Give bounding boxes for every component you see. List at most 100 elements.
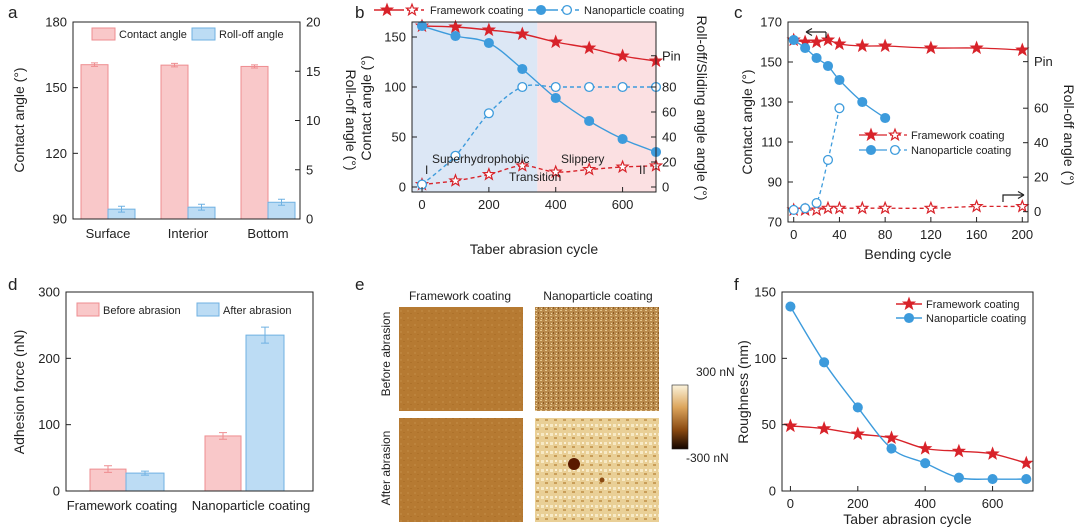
error-bar: [219, 432, 227, 440]
panel-a-x-category: Bottom: [247, 226, 288, 241]
data-point: [1015, 42, 1030, 57]
data-point: [820, 200, 836, 215]
panel-d-y-tick-label: 100: [38, 417, 60, 432]
legend-label: Before abrasion: [103, 305, 181, 317]
panel-label-a: a: [8, 3, 18, 22]
data-point: [481, 22, 496, 37]
data-point: [1015, 198, 1030, 213]
data-point: [448, 19, 463, 34]
data-point: [855, 200, 870, 215]
panel-c-y2-tick-label: Pin: [1034, 54, 1053, 69]
data-point: [481, 167, 496, 181]
data-point: [985, 446, 1000, 460]
error-bar: [141, 470, 149, 476]
data-point: [582, 40, 597, 55]
panel-f-plot-frame: [781, 291, 1034, 492]
data-point: [857, 96, 868, 108]
afm-map-framework-before: [399, 307, 523, 411]
annotation-superhydrophobic: Superhydrophobic: [432, 152, 529, 166]
annotation-transition: Transition: [509, 170, 561, 184]
afm-color-scale-bar: [671, 384, 689, 450]
panel-label-b: b: [355, 3, 364, 22]
panel-a-y2-axis-label: Roll-off angle (°): [343, 69, 359, 170]
data-point: [517, 81, 528, 93]
data-point: [878, 200, 893, 215]
data-point: [1021, 474, 1032, 485]
error-bar: [198, 203, 205, 211]
legend-marker: [535, 4, 547, 16]
data-point: [832, 36, 847, 51]
data-point: [951, 443, 966, 458]
data-point: [584, 81, 595, 93]
data-point: [584, 115, 595, 127]
data-point: [788, 34, 799, 46]
data-point: [450, 30, 461, 42]
panel-a-y2-tick-label: 5: [306, 162, 313, 177]
panel-b-x-axis-label: Taber abrasion cycle: [470, 241, 599, 257]
panel-c-y-tick-label: 90: [768, 175, 782, 190]
data-point: [953, 472, 964, 483]
legend-marker: [889, 144, 901, 156]
data-point: [969, 199, 984, 213]
legend-marker: [404, 2, 420, 17]
error-bar: [118, 205, 125, 213]
panel-a-y2-tick-label: 15: [306, 64, 320, 79]
data-point: [855, 38, 870, 53]
panel-c-x-axis-label: Bending cycle: [864, 246, 951, 262]
data-point: [450, 150, 461, 161]
data-point: [617, 133, 628, 145]
legend-label: Roll-off angle: [219, 29, 284, 41]
data-point: [483, 37, 494, 49]
error-bar: [104, 465, 112, 473]
error-bar: [251, 64, 258, 69]
panel-b-plot-frame: [411, 21, 657, 193]
panel-b-x-tick-label: 400: [545, 197, 567, 212]
panel-label-e: e: [355, 275, 364, 294]
data-point: [783, 418, 798, 433]
data-point: [617, 81, 628, 93]
panel-c-x-tick-label: 120: [920, 227, 942, 242]
bar-contact-angle: [160, 64, 189, 220]
legend-marker: [379, 2, 395, 17]
data-point: [548, 34, 563, 49]
panel-label-f: f: [734, 275, 739, 294]
panel-f-x-tick-label: 0: [787, 496, 794, 511]
data-point: [550, 81, 561, 93]
data-point: [615, 48, 630, 63]
series-line: [793, 39, 1023, 51]
legend-marker: [903, 312, 915, 324]
panel-d-y-axis-label: Adhesion force (nN): [11, 330, 27, 455]
legend-marker: [901, 296, 917, 311]
bar-after-abrasion: [245, 334, 285, 492]
afm-map-nanoparticle-before: [535, 307, 659, 411]
data-point: [834, 74, 845, 86]
data-point: [548, 164, 563, 179]
right-axis-arrow-icon: [1002, 190, 1025, 202]
panel-a-y-axis-label: Contact angle (°): [11, 67, 27, 172]
annotation-slippery: Slippery: [561, 152, 604, 166]
data-point: [822, 60, 834, 72]
data-point: [582, 162, 597, 176]
panel-c-plot-frame: [787, 21, 1029, 223]
panel-c-y-tick-label: 110: [761, 135, 782, 150]
panel-f: 0 200 400 600 0 50 100 150 Taber abrasion cycle R…: [735, 285, 1034, 527]
bar-contact-angle: [80, 64, 109, 220]
data-point: [811, 52, 822, 64]
panel-label-d: d: [8, 275, 17, 294]
annotation-label-ii: II: [639, 163, 646, 177]
data-point: [800, 203, 811, 214]
bar-before-abrasion: [204, 435, 242, 492]
panel-b-y2-tick-label: Pin: [662, 48, 681, 63]
panel-b-y2-tick-label: 20: [662, 155, 676, 170]
panel-c-y2-tick-label: 20: [1034, 170, 1048, 185]
data-point: [809, 202, 824, 216]
legend-label: Framework coating: [430, 5, 524, 17]
error-bar: [278, 198, 285, 206]
panel-b-x-tick-label: 600: [612, 197, 634, 212]
panel-c-y-tick-label: 150: [760, 55, 782, 70]
panel-d: 0 100 200 300 Framework coating Nanoparticle …: [11, 285, 314, 513]
panel-b-y2-tick-label: 40: [662, 130, 676, 145]
legend-marker: [561, 4, 573, 16]
legend-label: Framework coating: [926, 299, 1020, 311]
